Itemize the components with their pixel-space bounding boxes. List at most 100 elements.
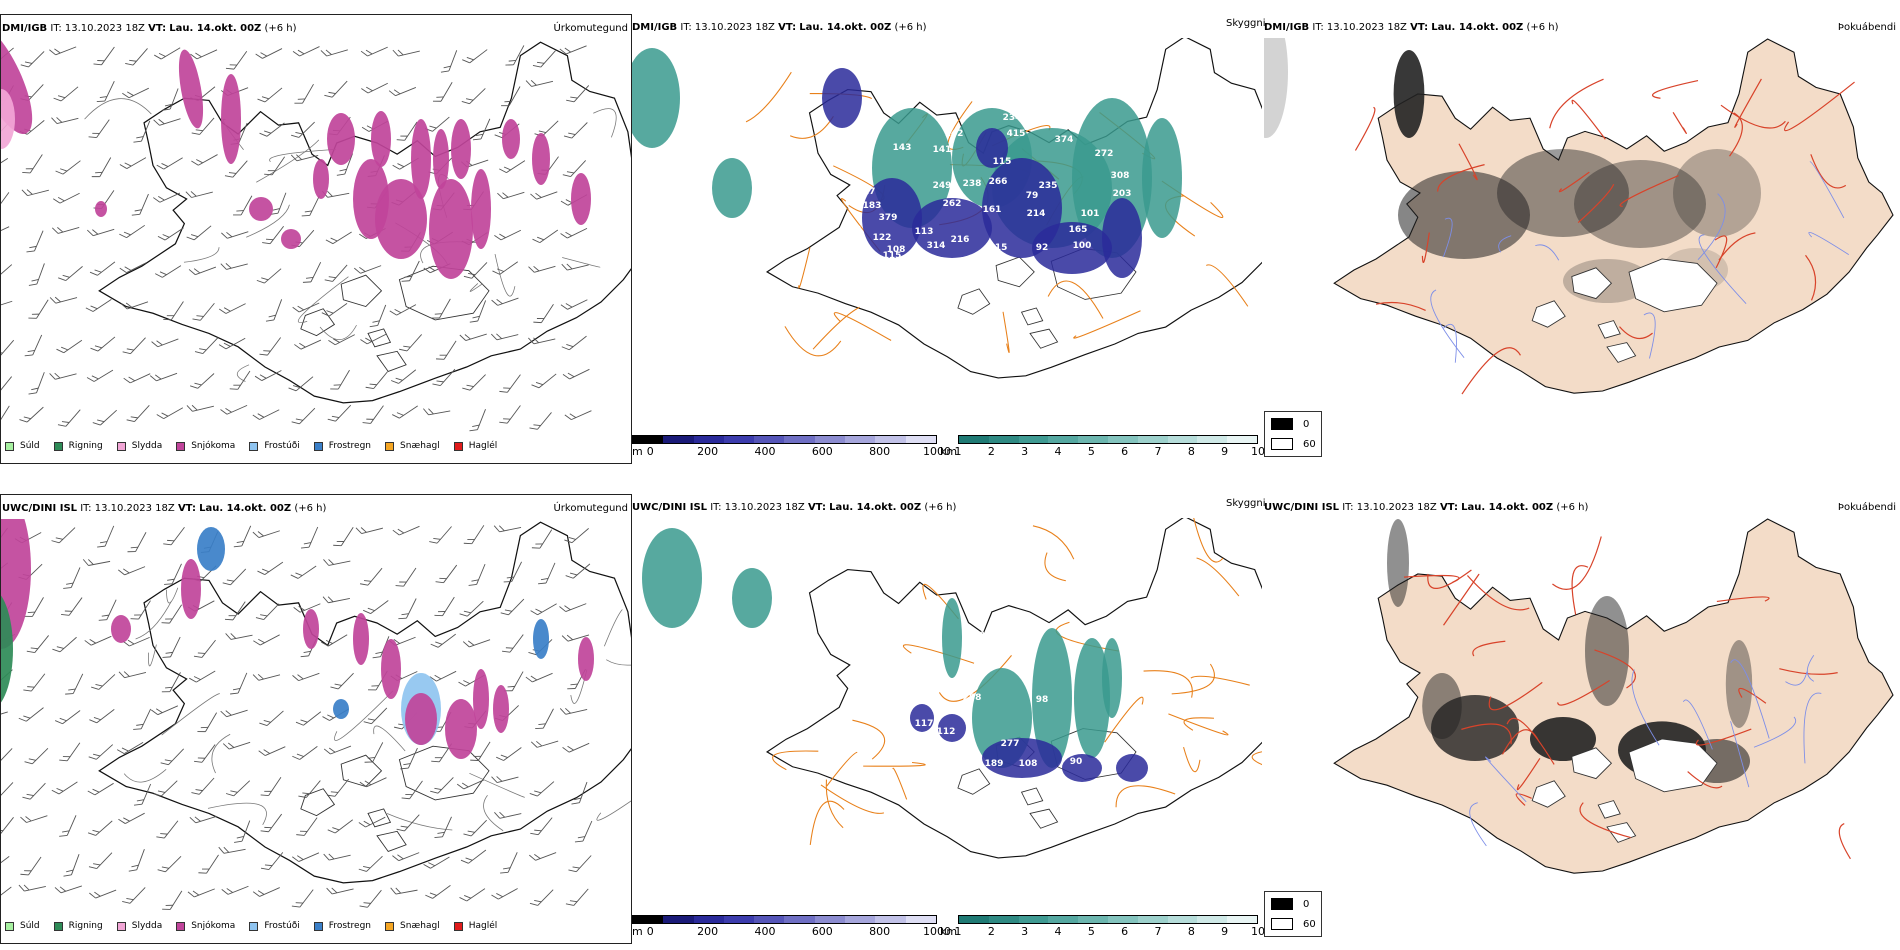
- wind-barb-icon: [1, 226, 10, 237]
- road-line: [1375, 301, 1426, 312]
- legend-swatch: [116, 921, 126, 931]
- precip-area: [502, 119, 520, 159]
- wind-barb-icon: [430, 777, 454, 794]
- road-line: [386, 813, 453, 831]
- scale-color-step: [633, 436, 664, 443]
- wind-barb-icon: [323, 559, 351, 566]
- visibility-scale-top: 1 2 3 4 5 6 7 8 9 10: [955, 435, 1265, 458]
- wind-barb-icon: [191, 117, 215, 135]
- scale-tick-label: 8: [1187, 925, 1195, 938]
- visibility-unit-top: km: [940, 445, 958, 458]
- legend-swatch: [385, 921, 395, 931]
- map-layer: [98, 521, 631, 884]
- road-line: [562, 257, 601, 268]
- wind-barb-icon: [292, 302, 320, 313]
- road-line: [1168, 713, 1229, 736]
- wind-barb-icon: [293, 603, 321, 613]
- wind-barb-icon: [153, 118, 181, 126]
- map-layer: [766, 518, 1262, 859]
- river-line: [1442, 217, 1453, 258]
- wind-barb-icon: [260, 813, 283, 833]
- fog-map-bottom: [1333, 518, 1894, 874]
- legend-label: Frostregn: [328, 441, 372, 451]
- wind-barb-icon: [220, 263, 248, 270]
- cloud-area: [912, 198, 992, 258]
- wind-barb-icon: [88, 119, 110, 139]
- scale-color-step: [1078, 916, 1108, 923]
- road-line: [1115, 785, 1176, 808]
- cloud-area: [732, 568, 772, 628]
- wind-barb-icon: [363, 707, 388, 725]
- scale-color-step: [814, 916, 846, 923]
- wind-barb-icon: [230, 672, 248, 695]
- glacier-area: [1597, 800, 1621, 819]
- road-line: [1354, 106, 1376, 151]
- road-line: [745, 71, 792, 123]
- precip-area: [1, 89, 15, 149]
- coastline: [98, 521, 631, 884]
- road-line: [1619, 174, 1679, 207]
- legend-item-haglél: Haglél: [453, 921, 497, 931]
- cloudbase-value-label: 272: [1095, 149, 1114, 159]
- precip-area: [95, 201, 107, 217]
- cloud-area: [910, 704, 934, 732]
- precip-legend-bottom: Súld Rigning Slydda Snjókoma Frostúði Frostre…: [5, 921, 511, 931]
- wind-barb-icon: [256, 268, 282, 284]
- wind-barb-icon: [322, 596, 350, 604]
- fog-area: [1585, 596, 1629, 706]
- glacier-outline: [376, 350, 407, 373]
- precip-area: [1, 39, 33, 135]
- road-line: [1738, 687, 1767, 704]
- road-line: [789, 116, 834, 139]
- road-line: [1549, 78, 1604, 129]
- scale-color-step: [905, 436, 936, 443]
- coastline: [766, 38, 1262, 379]
- wind-barb-icon: [82, 559, 111, 566]
- wind-barb-icon: [436, 340, 457, 360]
- glacier-outline: [957, 288, 991, 315]
- wind-barb-icon: [559, 45, 587, 55]
- title-precip-bottom: Úrkomutegund: [553, 503, 628, 514]
- scale-color-step: [845, 916, 876, 923]
- wind-barb-icon: [259, 710, 284, 727]
- wind-barb-icon: [65, 673, 84, 695]
- road-line: [826, 751, 858, 787]
- wind-barb-icon: [491, 888, 518, 900]
- fog-map-top: [1264, 38, 1894, 395]
- road-line: [1472, 640, 1506, 657]
- wind-barb-icon: [89, 261, 116, 276]
- wind-barb-icon: [470, 741, 491, 761]
- road-line: [1437, 164, 1485, 192]
- cloud-area: [1142, 118, 1182, 238]
- wind-barb-icon: [364, 742, 384, 763]
- road-line: [825, 779, 844, 829]
- glacier-area: [1628, 258, 1718, 313]
- fog-swatch-60: [1271, 918, 1293, 930]
- wind-barb-icon: [119, 224, 146, 239]
- wind-barb-icon: [491, 297, 519, 306]
- wind-barb-icon: [538, 562, 556, 585]
- wind-barb-icon: [500, 598, 525, 616]
- wind-barb-icon: [333, 526, 354, 547]
- cloudbase-value-label: 374: [1055, 135, 1074, 145]
- scale-tick-label: 3: [1021, 445, 1029, 458]
- wind-barb-icon: [505, 45, 525, 66]
- glacier-outline: [367, 808, 392, 828]
- wind-barb-icon: [156, 407, 184, 420]
- wind-barb-icon: [162, 88, 179, 111]
- wind-barb-icon: [328, 334, 355, 346]
- wind-barb-icon: [395, 567, 417, 587]
- wind-barb-icon: [96, 80, 115, 103]
- road-line: [123, 769, 167, 783]
- road-line: [166, 587, 179, 604]
- road-line: [1171, 663, 1215, 695]
- wind-barb-icon: [163, 301, 184, 321]
- cloudbase-value-label: 409: [721, 99, 740, 109]
- wind-barb-icon: [192, 302, 215, 321]
- wind-barb-icon: [496, 747, 522, 761]
- wind-barb-icon: [234, 820, 251, 843]
- scale-tick-label: 9: [1221, 445, 1229, 458]
- wind-barb-icon: [87, 782, 114, 796]
- wind-barb-icon: [435, 564, 458, 584]
- wind-barb-icon: [220, 709, 248, 718]
